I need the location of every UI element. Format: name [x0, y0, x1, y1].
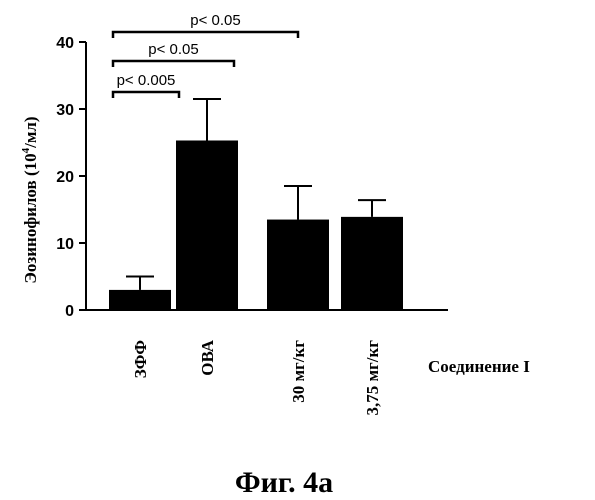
bar — [341, 217, 403, 310]
bar — [267, 220, 329, 310]
y-tick-label: 30 — [56, 102, 74, 119]
y-tick-label: 0 — [65, 303, 74, 320]
y-ticks: 0 10 20 30 40 — [56, 35, 86, 320]
x-tick-label: ОВА — [198, 339, 217, 375]
significance-bracket — [113, 92, 179, 98]
bars — [109, 140, 403, 310]
significance-bracket — [113, 32, 298, 38]
y-tick-label: 20 — [56, 169, 74, 186]
x-tick-label: 3,75 мг/кг — [363, 340, 382, 416]
x-tick-label: 30 мг/кг — [289, 340, 308, 403]
significance-label: p< 0.005 — [117, 72, 176, 89]
significance-label: p< 0.05 — [148, 41, 198, 58]
y-tick-label: 10 — [56, 236, 74, 253]
significance-brackets: p< 0.005 p< 0.05 p< 0.05 — [113, 12, 298, 98]
x-tick-labels: ЗФФ ОВА 30 мг/кг 3,75 мг/кг — [131, 339, 382, 415]
significance-label: p< 0.05 — [190, 12, 240, 29]
group-label: Соединение I — [428, 357, 530, 376]
y-tick-label: 40 — [56, 35, 74, 52]
x-tick-label: ЗФФ — [131, 340, 150, 378]
significance-bracket — [113, 61, 234, 67]
y-axis-label: Эозинофилов (104/мл) — [20, 116, 40, 283]
figure-caption: Фиг. 4а — [235, 466, 333, 499]
bar — [176, 140, 238, 310]
bar — [109, 290, 171, 310]
